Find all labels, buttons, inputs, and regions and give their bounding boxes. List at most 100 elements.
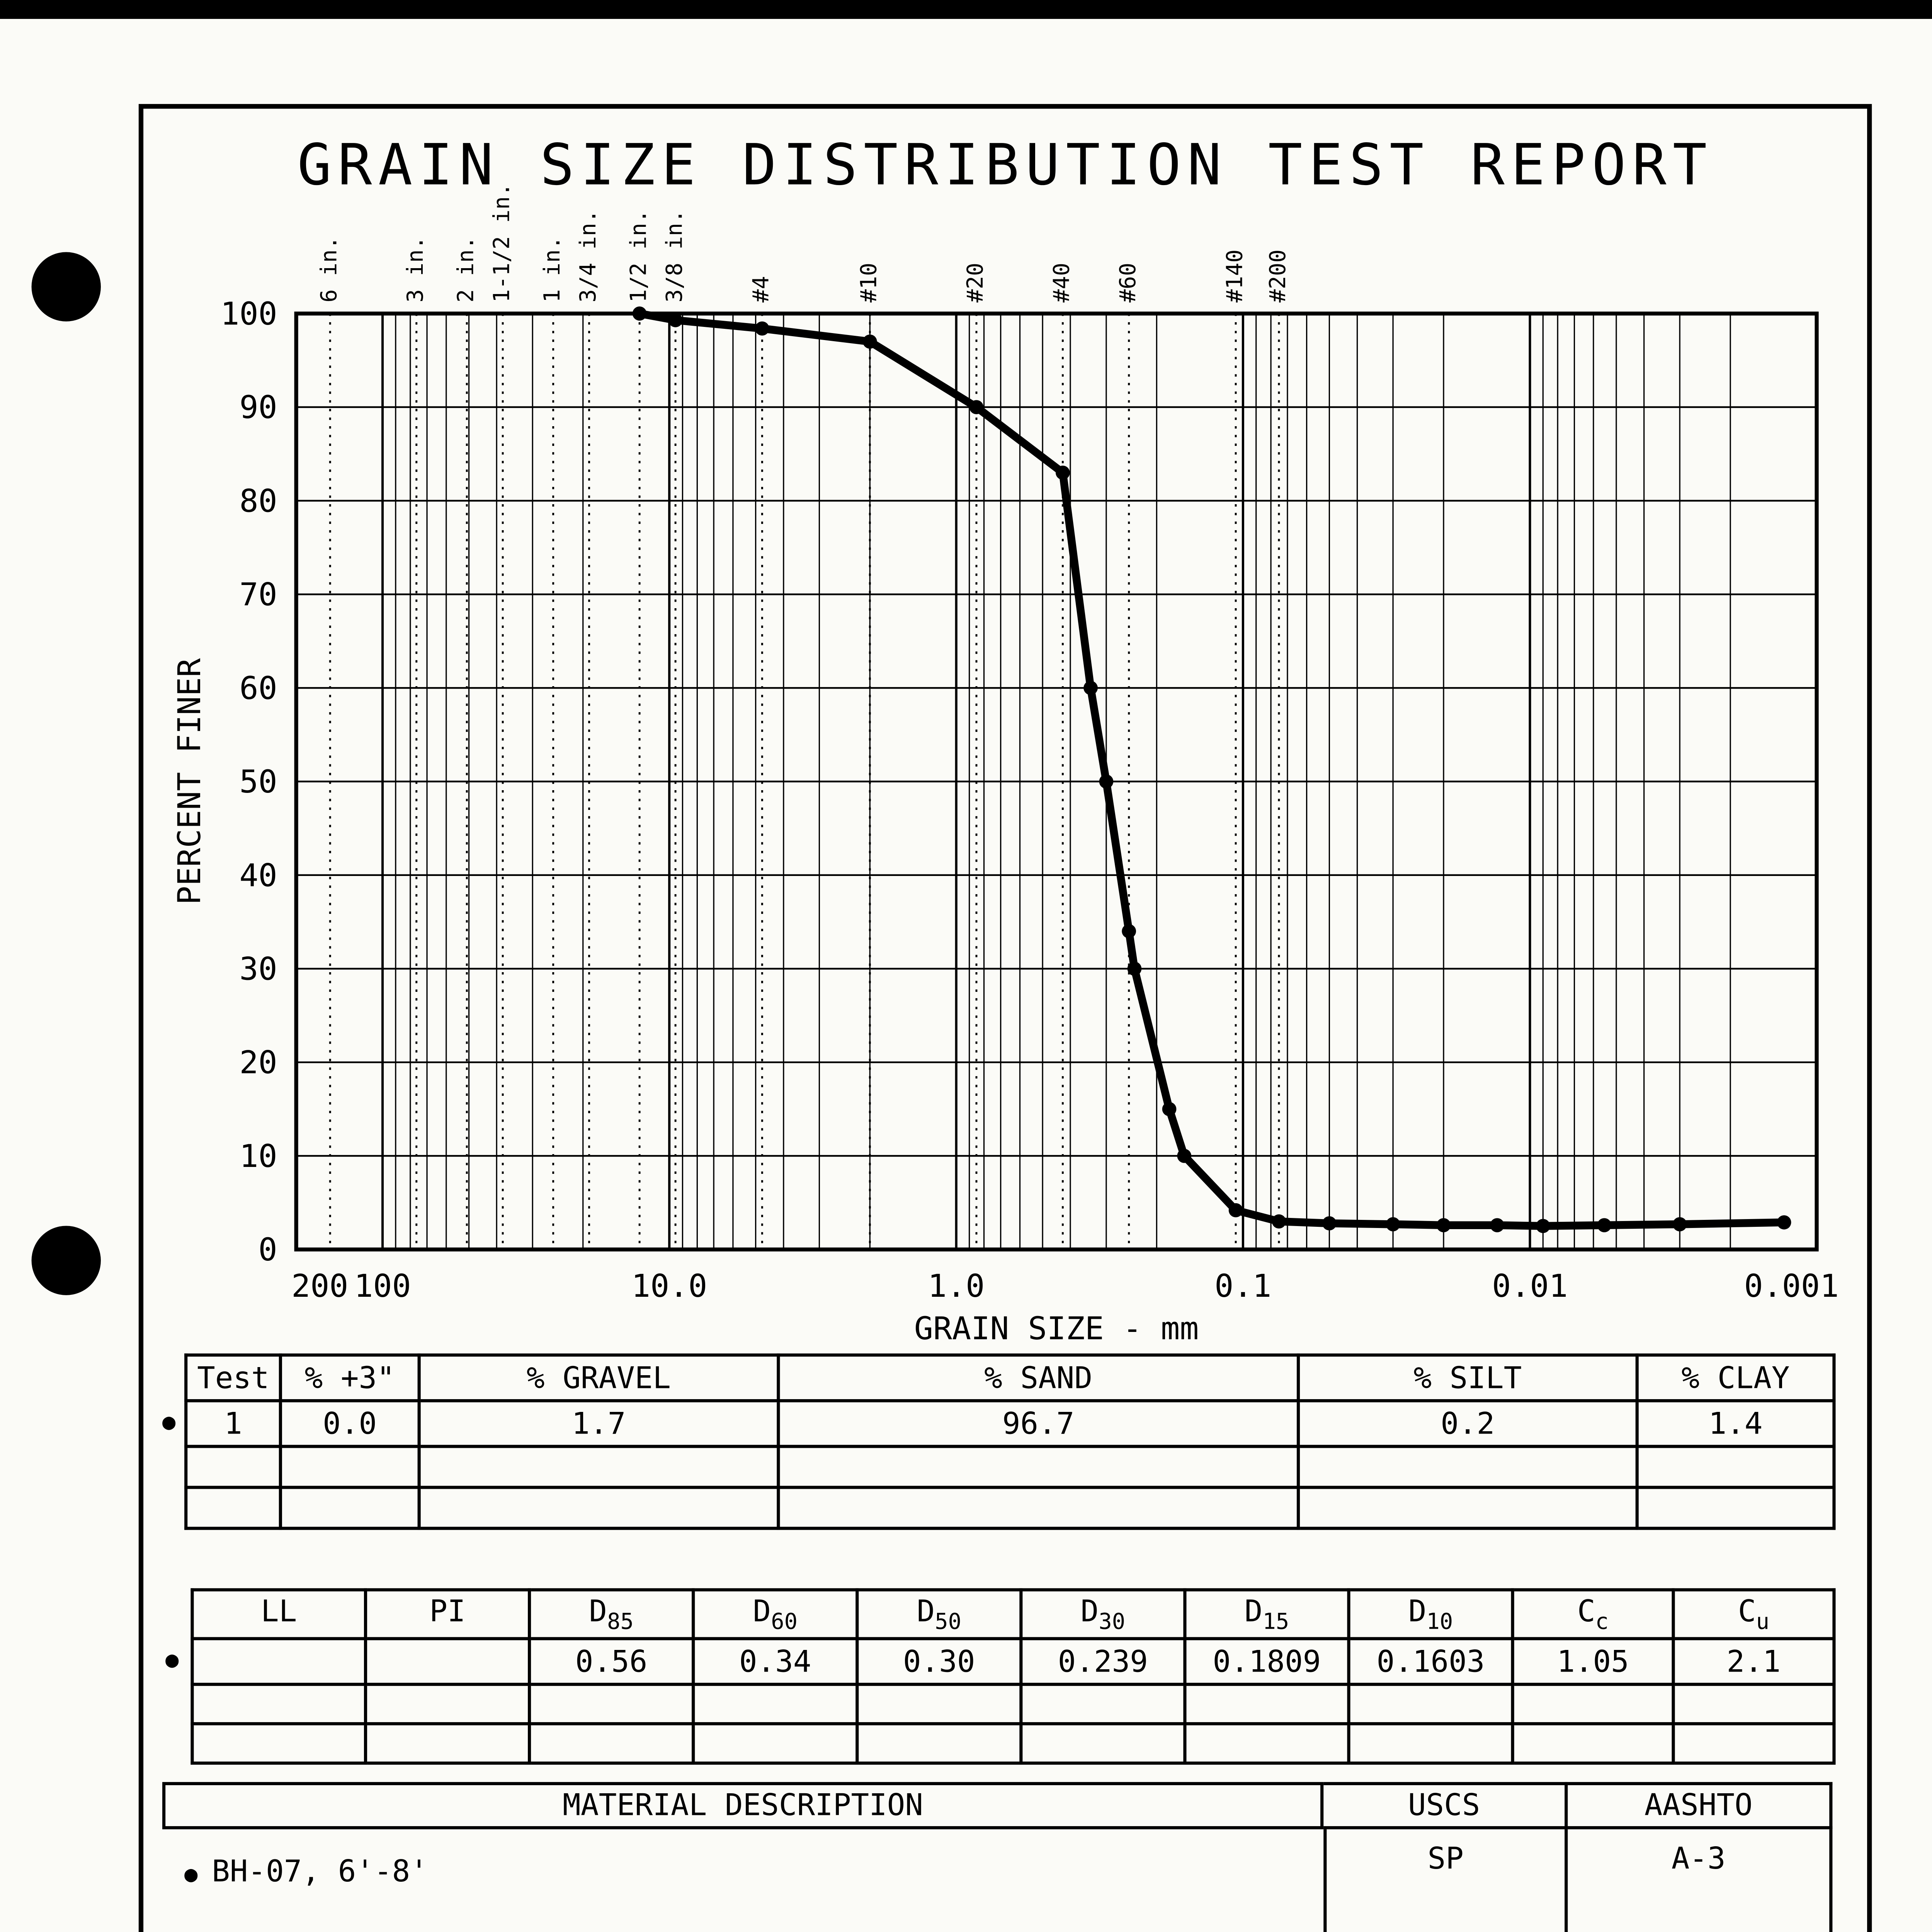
table-cell: 1.05 <box>1511 1637 1675 1686</box>
sieve-label: 3/8 in. <box>662 209 687 303</box>
scan-edge-artifact <box>0 0 1932 19</box>
aashto-header: AASHTO <box>1568 1782 1833 1830</box>
table-cell: 1 <box>184 1399 282 1448</box>
table-cell <box>692 1722 859 1765</box>
y-axis-title: PERCENT FINER <box>171 658 208 905</box>
table-cell <box>1635 1486 1836 1530</box>
x-tick-label: 100 <box>354 1268 411 1304</box>
header-base: PI <box>429 1594 466 1629</box>
sieve-label: #20 <box>963 263 988 303</box>
parameters-table: LL PI D85 D60 D50 D30 D15 D10 Cc Cu 0.56… <box>190 1588 1836 1765</box>
table-cell: 0.1809 <box>1183 1637 1350 1686</box>
empty-row <box>190 1682 1836 1726</box>
table-cell <box>1511 1722 1675 1765</box>
sieve-label: 6 in. <box>316 236 342 303</box>
table-cell: 0.0 <box>279 1399 421 1448</box>
header-base: D <box>1080 1594 1099 1629</box>
header-base: D <box>1408 1594 1427 1629</box>
column-header-d30: D30 <box>1019 1588 1187 1640</box>
y-tick-label: 80 <box>239 483 277 519</box>
table-cell: 0.1603 <box>1347 1637 1514 1686</box>
header-base: D <box>753 1594 771 1629</box>
column-header-d60: D60 <box>692 1588 859 1640</box>
header-base: D <box>589 1594 607 1629</box>
row-marker-dot: ● <box>184 1862 198 1888</box>
table-cell <box>1511 1682 1675 1726</box>
series-line <box>635 310 1788 1230</box>
data-point <box>1228 1203 1243 1218</box>
sieve-label: 1 in. <box>539 236 565 303</box>
sieve-label: #200 <box>1265 249 1291 302</box>
data-point <box>1436 1218 1451 1233</box>
y-tick-label: 40 <box>239 857 277 894</box>
table-cell <box>184 1486 282 1530</box>
header-sub: c <box>1595 1609 1609 1635</box>
data-point <box>1099 774 1114 789</box>
column-header-cc: Cc <box>1511 1588 1675 1640</box>
x-tick-label: 0.1 <box>1214 1268 1271 1304</box>
data-point <box>862 334 877 349</box>
table-cell <box>1183 1722 1350 1765</box>
y-tick-label: 10 <box>239 1138 277 1175</box>
table-cell <box>1296 1445 1639 1489</box>
sieve-label: #140 <box>1222 249 1247 302</box>
sieve-label: #10 <box>856 263 882 303</box>
table-cell: 96.7 <box>777 1399 1300 1448</box>
table-cell <box>855 1682 1023 1726</box>
table-cell: 0.56 <box>528 1637 695 1686</box>
table-cell: 0.34 <box>692 1637 859 1686</box>
column-header-sand: % SAND <box>777 1353 1300 1403</box>
material-description-text: BH-07, 6'-8' <box>212 1854 428 1889</box>
grain-size-distribution-chart: 6 in. 3 in. 2 in. 1-1/2 in. 1 in. 3/4 in. 1/2 … <box>171 183 1839 1347</box>
column-header-pi: PI <box>364 1588 531 1640</box>
table-cell: 0.239 <box>1019 1637 1187 1686</box>
table-cell <box>364 1637 531 1686</box>
row-marker-dot: ● <box>165 1648 179 1673</box>
data-point <box>1122 924 1136 939</box>
table-cell <box>855 1722 1023 1765</box>
y-tick-label: 100 <box>220 296 277 332</box>
table-cell: 1.7 <box>417 1399 780 1448</box>
hole-punch <box>31 1226 101 1295</box>
sieve-label: 3/4 in. <box>575 209 601 303</box>
header-base: D <box>1244 1594 1263 1629</box>
page-title: GRAIN SIZE DISTRIBUTION TEST REPORT <box>297 134 1713 199</box>
table-cell <box>1672 1722 1836 1765</box>
fractions-data-row: 1 0.0 1.7 96.7 0.2 1.4 <box>184 1399 1836 1448</box>
header-sub: 60 <box>771 1609 798 1635</box>
table-cell <box>1183 1682 1350 1726</box>
table-cell <box>1635 1445 1836 1489</box>
table-cell <box>190 1722 367 1765</box>
data-point <box>1127 961 1142 976</box>
header-sub: 30 <box>1099 1609 1126 1635</box>
column-header-d15: D15 <box>1183 1588 1350 1640</box>
sieve-label: #40 <box>1049 263 1075 303</box>
column-header-clay: % CLAY <box>1635 1353 1836 1403</box>
data-point <box>1083 680 1098 695</box>
table-cell <box>364 1682 531 1726</box>
table-cell <box>1019 1682 1187 1726</box>
data-point <box>1490 1218 1504 1233</box>
data-point <box>1177 1149 1192 1163</box>
table-cell <box>528 1682 695 1726</box>
table-cell: 1.4 <box>1635 1399 1836 1448</box>
sieve-label: 3 in. <box>403 236 428 303</box>
header-sub: 10 <box>1426 1609 1453 1635</box>
parameters-header-row: LL PI D85 D60 D50 D30 D15 D10 Cc Cu <box>190 1588 1836 1640</box>
sieve-label: 2 in. <box>453 236 479 303</box>
header-sub: 50 <box>935 1609 962 1635</box>
table-cell <box>184 1445 282 1489</box>
data-point <box>1322 1216 1337 1231</box>
table-cell <box>417 1486 780 1530</box>
data-point <box>1162 1102 1177 1116</box>
chart-gridlines <box>296 313 1817 1250</box>
y-tick-label: 50 <box>239 764 277 800</box>
column-header-gravel: % GRAVEL <box>417 1353 780 1403</box>
hole-punch <box>31 252 101 321</box>
table-cell <box>1019 1722 1187 1765</box>
row-marker-dot: ● <box>162 1410 176 1435</box>
table-cell <box>1672 1682 1836 1726</box>
column-header-d50: D50 <box>855 1588 1023 1640</box>
x-tick-label: 0.01 <box>1492 1268 1568 1304</box>
